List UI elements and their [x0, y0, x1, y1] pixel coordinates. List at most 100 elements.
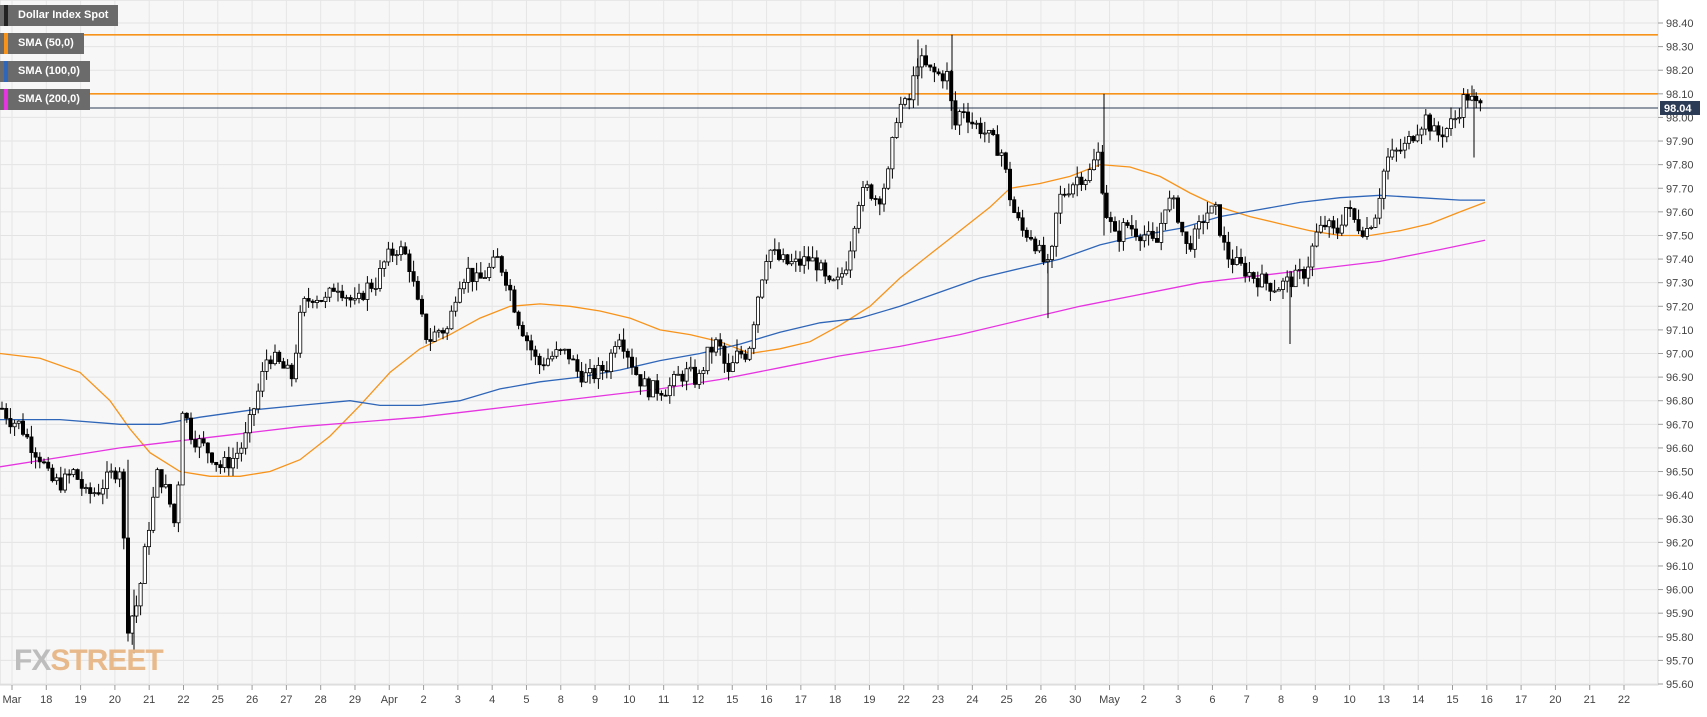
- bearish-candle: [940, 73, 945, 82]
- bullish-candle: [92, 492, 97, 495]
- y-tick-label: 96.00: [1666, 585, 1694, 597]
- bullish-candle: [1087, 169, 1092, 181]
- bearish-candle: [978, 122, 983, 135]
- bearish-candle: [529, 340, 534, 351]
- bullish-candle: [1386, 156, 1391, 172]
- x-tick-label: 27: [280, 694, 292, 706]
- bearish-candle: [571, 358, 576, 361]
- bullish-candle: [251, 408, 256, 415]
- x-tick-label: 23: [932, 694, 944, 706]
- bullish-candle: [987, 129, 992, 134]
- x-tick-label: 21: [143, 694, 155, 706]
- bearish-candle: [0, 407, 4, 410]
- bearish-candle: [1029, 236, 1034, 240]
- bearish-candle: [1478, 100, 1483, 104]
- bullish-candle: [1192, 228, 1197, 250]
- bearish-candle: [541, 364, 546, 367]
- bullish-candle: [1415, 134, 1420, 142]
- bullish-candle: [982, 132, 987, 135]
- bullish-candle: [546, 358, 551, 366]
- bullish-candle: [356, 292, 361, 299]
- bullish-candle: [1419, 128, 1424, 136]
- bullish-candle: [272, 351, 277, 365]
- bullish-candle: [222, 456, 227, 468]
- x-tick-label: 26: [246, 694, 258, 706]
- bullish-candle: [134, 605, 139, 617]
- y-tick-label: 97.40: [1666, 254, 1694, 266]
- bearish-candle: [503, 271, 508, 286]
- bearish-candle: [390, 248, 395, 256]
- bearish-candle: [1150, 230, 1155, 239]
- y-tick-label: 97.00: [1666, 349, 1694, 361]
- sma50-swatch: [4, 33, 8, 54]
- bearish-candle: [306, 298, 311, 302]
- bullish-candle: [302, 298, 307, 313]
- bullish-candle: [71, 469, 76, 475]
- bullish-candle: [377, 268, 382, 289]
- bullish-candle: [105, 471, 110, 489]
- bullish-candle: [688, 366, 693, 370]
- bullish-candle: [861, 187, 866, 206]
- bullish-candle: [772, 249, 777, 252]
- bearish-candle: [1331, 220, 1336, 229]
- x-tick-label: 19: [74, 694, 86, 706]
- bullish-candle: [239, 447, 244, 454]
- y-tick-label: 98.30: [1666, 42, 1694, 54]
- bearish-candle: [869, 184, 874, 199]
- bearish-candle: [1268, 282, 1273, 292]
- bullish-candle: [461, 282, 466, 290]
- x-tick-label: 24: [966, 694, 978, 706]
- y-tick-label: 96.50: [1666, 467, 1694, 479]
- bearish-candle: [403, 246, 408, 255]
- y-tick-label: 98.00: [1666, 112, 1694, 124]
- bearish-candle: [1222, 234, 1227, 243]
- bullish-candle: [697, 373, 702, 385]
- bearish-candle: [1020, 217, 1025, 231]
- x-tick-label: 20: [1549, 694, 1561, 706]
- bearish-candle: [1113, 221, 1118, 232]
- bearish-candle: [991, 129, 996, 136]
- bullish-candle: [1365, 228, 1370, 237]
- bearish-candle: [1003, 152, 1008, 170]
- bullish-candle: [382, 261, 387, 269]
- x-tick-label: 19: [863, 694, 875, 706]
- bullish-candle: [676, 373, 681, 376]
- bullish-candle: [323, 296, 328, 302]
- bullish-candle: [1327, 220, 1332, 228]
- bearish-candle: [172, 503, 177, 524]
- bearish-candle: [785, 254, 790, 265]
- bullish-candle: [1423, 114, 1428, 130]
- bearish-candle: [1255, 278, 1260, 288]
- bearish-candle: [1323, 224, 1328, 228]
- bullish-candle: [1083, 180, 1088, 185]
- bullish-candle: [651, 380, 656, 398]
- chart-title: Dollar Index Spot: [18, 9, 109, 21]
- bearish-candle: [424, 313, 429, 340]
- y-tick-label: 96.60: [1666, 443, 1694, 455]
- bullish-candle: [1121, 222, 1126, 242]
- bearish-candle: [604, 370, 609, 373]
- bullish-candle: [764, 261, 769, 281]
- bearish-candle: [512, 289, 517, 313]
- x-tick-label: 26: [1035, 694, 1047, 706]
- bearish-candle: [1079, 176, 1084, 185]
- y-tick-label: 97.70: [1666, 183, 1694, 195]
- bullish-candle: [1344, 207, 1349, 226]
- bullish-candle: [760, 279, 765, 298]
- bearish-candle: [407, 253, 412, 273]
- bearish-candle: [537, 355, 542, 366]
- bearish-candle: [508, 284, 513, 291]
- legend-item-title: Dollar Index Spot: [0, 5, 119, 26]
- sma200-label: SMA (200,0): [18, 93, 80, 105]
- bullish-candle: [436, 330, 441, 333]
- bullish-candle: [751, 324, 756, 349]
- bearish-candle: [718, 339, 723, 347]
- bullish-candle: [672, 374, 677, 387]
- bearish-candle: [777, 249, 782, 260]
- bearish-candle: [814, 257, 819, 271]
- bearish-candle: [966, 111, 971, 123]
- x-tick-label: 25: [212, 694, 224, 706]
- bullish-candle: [398, 246, 403, 256]
- bullish-candle: [730, 362, 735, 372]
- x-tick-label: 29: [349, 694, 361, 706]
